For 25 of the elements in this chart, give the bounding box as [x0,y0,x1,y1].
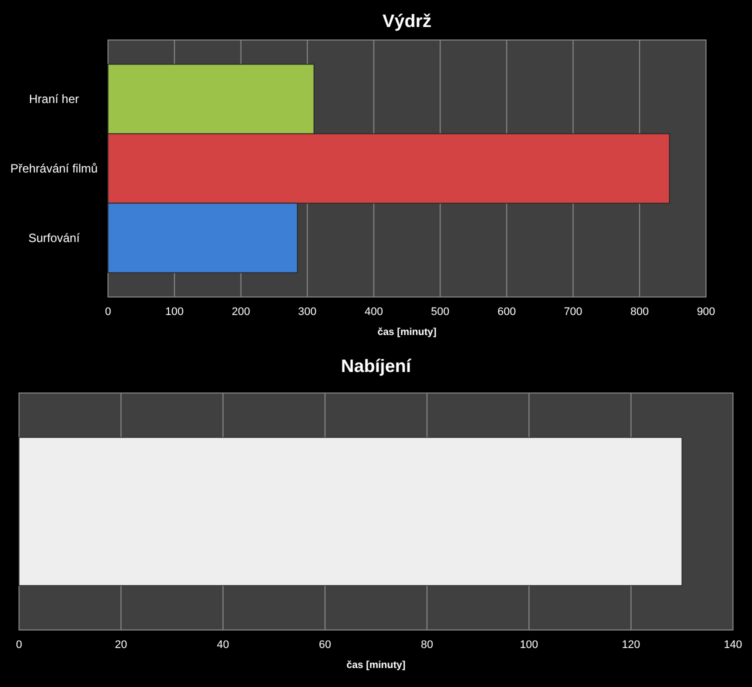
x-tick-label: 80 [420,639,434,651]
y-tick-label: Surfování [28,231,80,246]
x-tick-label: 40 [216,639,230,651]
x-tick-label: 600 [497,306,516,318]
x-axis-title: čas [minuty] [346,660,406,671]
x-tick-label: 800 [630,306,649,318]
chart-title: Výdrž [382,11,432,31]
x-tick-label: 100 [165,306,184,318]
x-tick-label: 100 [520,639,538,651]
x-tick-label: 20 [114,639,128,651]
x-tick-label: 700 [564,306,582,318]
x-tick-label: 200 [232,306,250,318]
x-tick-label: 900 [696,306,716,318]
x-tick-label: 120 [622,639,640,651]
x-tick-label: 400 [364,306,383,318]
x-tick-label: 500 [431,306,450,318]
x-tick-label: 60 [318,639,332,651]
y-tick-label: Hraní her [28,92,80,106]
x-tick-label: 300 [298,306,317,318]
x-axis-title: čas [minuty] [378,327,436,338]
x-tick-label: 0 [16,639,22,651]
y-tick-label: Přehrávání filmů [10,162,98,176]
chart-title: Nabíjení [340,356,412,376]
x-tick-label: 140 [724,639,742,651]
x-tick-label: 0 [104,306,112,318]
